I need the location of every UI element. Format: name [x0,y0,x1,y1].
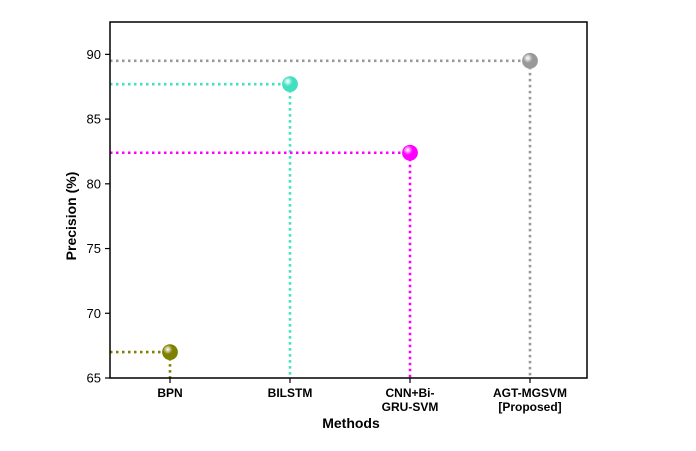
y-axis-title: Precision (%) [63,172,79,261]
guide-lines [110,59,532,378]
data-point [162,344,178,361]
y-tick-label: 75 [87,241,101,256]
x-tick-label: BILSTM [268,386,313,400]
x-axis: BPN BILSTM CNN+Bi-GRU-SVM AGT-MGSVM [Propose… [157,378,567,414]
y-tick-label: 70 [87,306,101,321]
y-tick-label: 85 [87,112,101,127]
data-point [522,52,538,69]
data-point [282,76,298,93]
y-axis: 65 70 75 80 85 90 [87,47,110,386]
y-tick-label: 80 [87,176,101,191]
x-tick-label: BPN [157,386,182,400]
x-axis-title: Methods [322,415,380,431]
y-tick-label: 90 [87,47,101,62]
data-point [402,144,418,161]
x-tick-label: AGT-MGSVM [Proposed] [493,386,567,414]
y-tick-label: 65 [87,371,101,386]
x-tick-label: CNN+Bi-GRU-SVM [382,386,439,414]
data-points [162,52,538,361]
plot-area-frame [109,21,588,379]
